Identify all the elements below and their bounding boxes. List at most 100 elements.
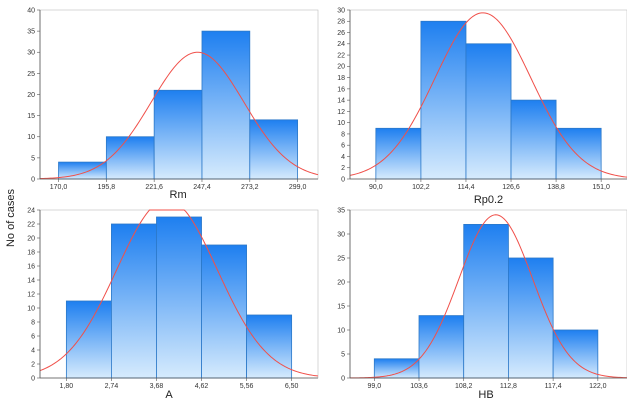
y-tick-label: 15 xyxy=(337,303,345,310)
x-tick-label: 4,62 xyxy=(195,383,209,390)
x-axis-label: A xyxy=(165,389,173,401)
x-tick-label: 108,2 xyxy=(455,383,473,390)
y-tick-label: 20 xyxy=(337,64,345,71)
histogram-bar xyxy=(420,20,467,180)
x-axis-label: Rp0.2 xyxy=(474,194,503,206)
x-tick-label: 195,8 xyxy=(98,184,116,191)
histogram-bar xyxy=(65,300,112,379)
normal-fit-curve xyxy=(349,214,627,379)
y-tick-label: 0 xyxy=(31,176,35,183)
y-tick-label: 10 xyxy=(337,327,345,334)
x-tick-label: 126,6 xyxy=(502,184,520,191)
y-tick-label: 12 xyxy=(27,291,35,298)
histogram-panel-rm: 0 5 10 15 20 25 30 35 40 170,0 195,8 221,6 247,4 273,… xyxy=(27,7,319,201)
y-tick-label: 22 xyxy=(337,52,345,59)
x-tick-label: 221,6 xyxy=(145,184,163,191)
histogram-bar xyxy=(201,30,251,180)
x-tick-label: 6,50 xyxy=(285,383,299,390)
y-tick-label: 18 xyxy=(27,249,35,256)
x-tick-label: 102,2 xyxy=(412,184,430,191)
y-tick-label: 10 xyxy=(27,305,35,312)
histogram-bar xyxy=(555,127,602,180)
y-tick-label: 30 xyxy=(337,7,345,14)
y-tick-label: 2 xyxy=(31,361,35,368)
y-tick-label: 22 xyxy=(27,221,35,228)
y-tick-label: 25 xyxy=(27,71,35,78)
histogram-bar xyxy=(153,89,203,180)
y-tick-label: 10 xyxy=(27,134,35,141)
normal-fit-curve xyxy=(39,209,319,377)
x-tick-label: 5,56 xyxy=(240,383,254,390)
histogram-bar xyxy=(373,358,420,379)
x-tick-label: 114,4 xyxy=(457,184,474,191)
x-tick-label: 3,68 xyxy=(150,383,164,390)
y-tick-label: 30 xyxy=(27,50,35,57)
y-tick-label: 12 xyxy=(337,109,345,116)
x-tick-label: 151,0 xyxy=(592,184,610,191)
histogram-bar xyxy=(375,127,422,180)
y-tick-label: 8 xyxy=(341,131,345,138)
y-tick-label: 5 xyxy=(31,155,35,162)
y-tick-label: 20 xyxy=(337,279,345,286)
y-tick-label: 35 xyxy=(337,207,345,214)
x-tick-label: 112,8 xyxy=(500,383,517,390)
shared-y-axis-label: No of cases xyxy=(5,188,17,247)
histogram-bar xyxy=(463,223,509,379)
x-tick-label: 117,4 xyxy=(545,383,562,390)
y-tick-label: 5 xyxy=(341,351,345,358)
x-tick-label: 103,6 xyxy=(410,383,428,390)
x-axis-label: HB xyxy=(478,389,493,401)
y-tick-label: 26 xyxy=(337,30,345,37)
histogram-bar xyxy=(111,223,157,379)
x-tick-label: 247,4 xyxy=(193,184,211,191)
histogram-bar xyxy=(552,329,599,379)
y-tick-label: 35 xyxy=(27,29,35,36)
y-tick-label: 4 xyxy=(31,347,35,354)
y-tick-label: 2 xyxy=(341,165,345,172)
y-tick-label: 28 xyxy=(337,19,345,26)
y-tick-label: 16 xyxy=(27,263,35,270)
y-tick-label: 0 xyxy=(341,375,345,382)
normal-fit-curve xyxy=(39,51,319,180)
x-tick-label: 2,74 xyxy=(105,383,119,390)
histogram-bar xyxy=(510,99,557,180)
histogram-bar xyxy=(249,119,299,180)
x-tick-label: 170,0 xyxy=(50,184,68,191)
x-tick-label: 138,8 xyxy=(547,184,565,191)
y-tick-label: 15 xyxy=(27,113,35,120)
y-tick-label: 0 xyxy=(341,176,345,183)
y-tick-label: 6 xyxy=(31,333,35,340)
y-tick-label: 0 xyxy=(31,375,35,382)
y-tick-label: 10 xyxy=(337,120,345,127)
x-tick-label: 273,2 xyxy=(241,184,259,191)
y-tick-label: 4 xyxy=(341,154,345,161)
y-tick-label: 24 xyxy=(337,41,345,48)
y-tick-label: 8 xyxy=(31,319,35,326)
y-tick-label: 20 xyxy=(27,235,35,242)
x-tick-label: 90,0 xyxy=(369,184,383,191)
y-tick-label: 20 xyxy=(27,92,35,99)
y-tick-label: 16 xyxy=(337,86,345,93)
histogram-panel-hb: 0 5 10 15 20 25 30 35 99,0 103,6 108,2 112,8 117,4 12… xyxy=(337,207,627,401)
histogram-bar xyxy=(156,216,202,379)
y-tick-label: 14 xyxy=(27,277,35,284)
histogram-bar xyxy=(105,136,155,180)
x-tick-label: 299,0 xyxy=(289,184,307,191)
x-axis-label: Rm xyxy=(170,189,187,201)
x-tick-label: 1,80 xyxy=(60,383,74,390)
y-tick-label: 14 xyxy=(337,98,345,105)
histogram-bar xyxy=(418,315,465,379)
histogram-bar xyxy=(201,244,247,379)
y-tick-label: 18 xyxy=(337,75,345,82)
histogram-bar xyxy=(508,257,554,379)
x-tick-label: 99,0 xyxy=(367,383,381,390)
y-tick-label: 30 xyxy=(337,231,345,238)
y-tick-label: 40 xyxy=(27,7,35,14)
x-tick-label: 122,0 xyxy=(589,383,607,390)
y-tick-label: 25 xyxy=(337,255,345,262)
histogram-bar xyxy=(246,314,293,379)
y-tick-label: 24 xyxy=(27,207,35,214)
